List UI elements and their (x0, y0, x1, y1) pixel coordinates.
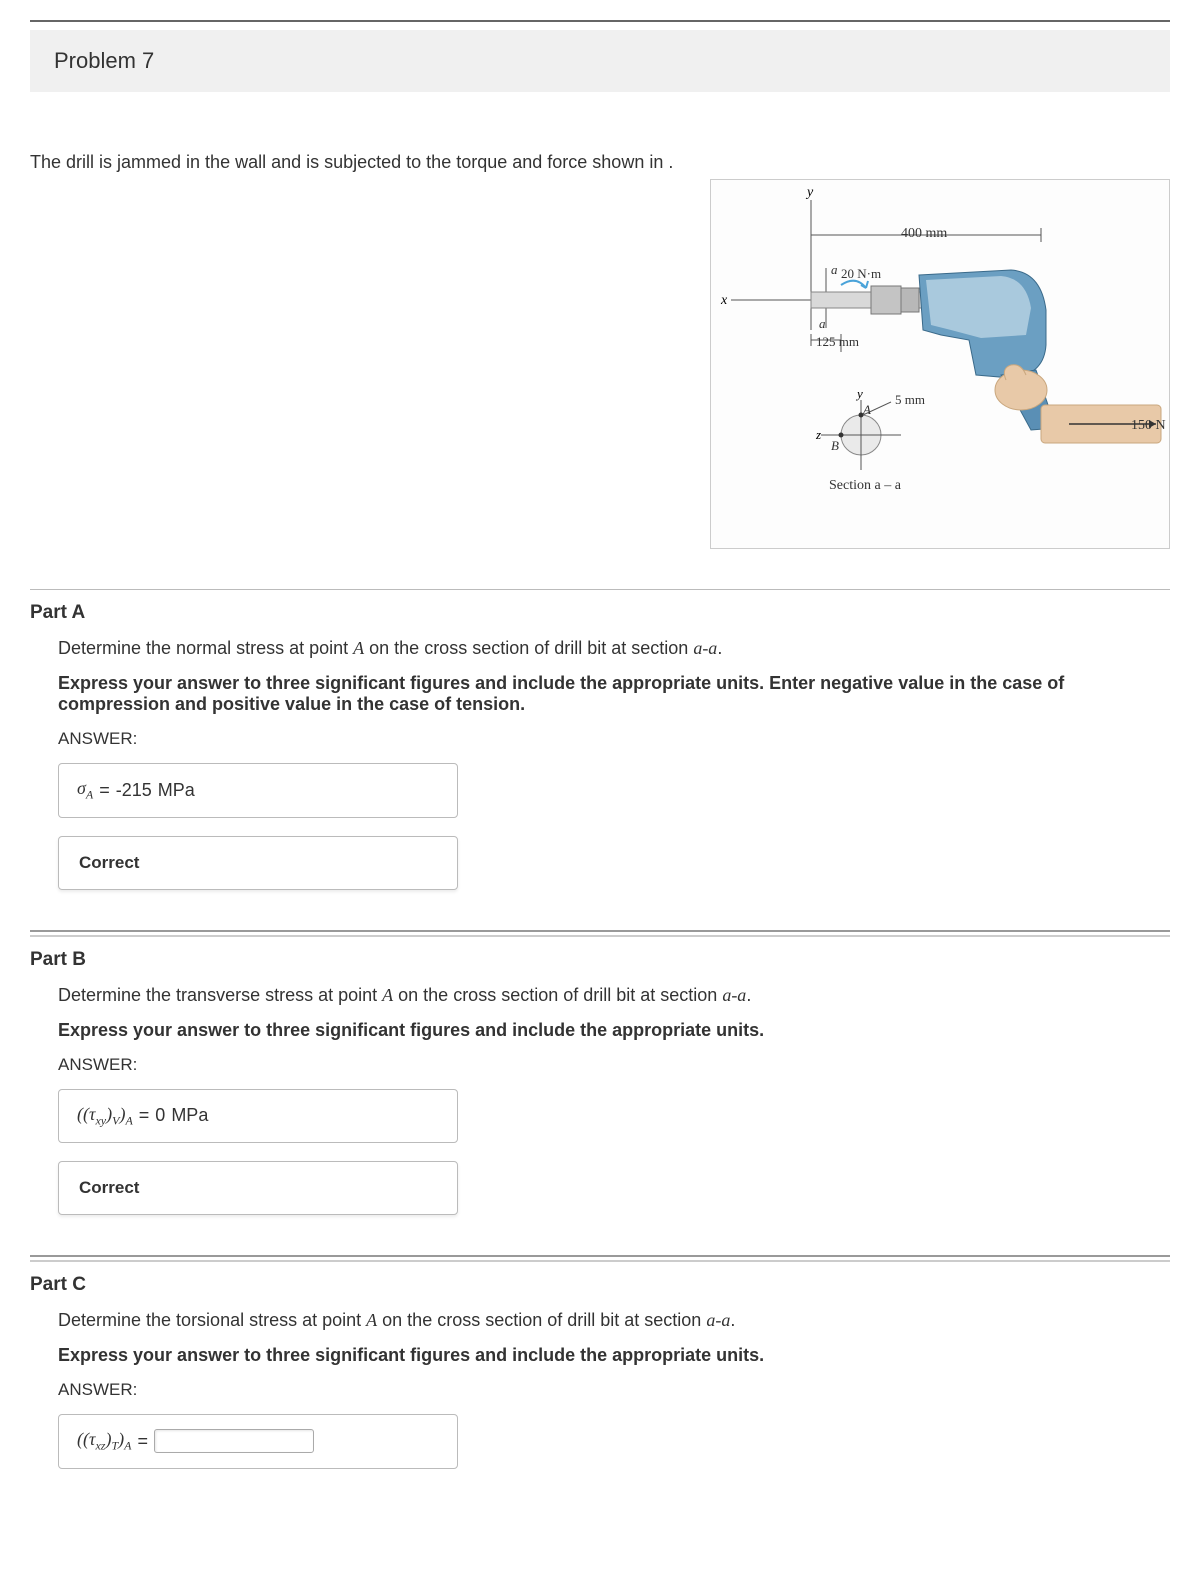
qc-mid: on the cross section of drill bit at sec… (377, 1310, 706, 1330)
ans-a-sigma: σ (77, 778, 86, 798)
a-top: a (831, 262, 838, 278)
intro-text: The drill is jammed in the wall and is s… (30, 152, 1170, 173)
ans-b-tausub: xy (95, 1113, 106, 1127)
ans-c-sym: ((τxz)T)A (77, 1429, 131, 1454)
dim-400: 400 mm (901, 226, 947, 242)
ans-a-val: -215 (116, 780, 152, 801)
part-a-question: Determine the normal stress at point A o… (58, 638, 1170, 659)
qb-var: A (382, 985, 393, 1005)
qa-post: . (717, 638, 722, 658)
ans-c-eq: = (137, 1431, 148, 1452)
ans-a-eq: = (99, 780, 110, 801)
qa-var: A (353, 638, 364, 658)
dim-125: 125 mm (816, 334, 859, 350)
part-b-answer-label: ANSWER: (58, 1055, 1170, 1075)
part-b-title: Part B (30, 949, 1170, 971)
part-a-body: Determine the normal stress at point A o… (30, 638, 1170, 890)
qb-pre: Determine the transverse stress at point (58, 985, 382, 1005)
problem-header: Problem 7 (30, 30, 1170, 92)
x-axis-label: x (720, 293, 728, 308)
part-c-answer-box: ((τxz)T)A = (58, 1414, 458, 1469)
ans-a-sym: σA (77, 778, 93, 803)
top-rule (30, 20, 1170, 22)
part-a-answer-label: ANSWER: (58, 729, 1170, 749)
qc-var: A (366, 1310, 377, 1330)
section-label: Section a – a (829, 478, 901, 494)
part-b-instruction: Express your answer to three significant… (58, 1020, 1170, 1041)
section-z-label: z (815, 427, 821, 442)
a-bot: a (819, 316, 826, 332)
section-y-label: y (855, 386, 863, 401)
ans-b-val: 0 (155, 1105, 165, 1126)
part-c-answer-input[interactable] (154, 1429, 314, 1453)
figure-area: y x (30, 179, 1170, 549)
rule-b2 (30, 935, 1170, 937)
qa-pre: Determine the normal stress at point (58, 638, 353, 658)
qb-mid: on the cross section of drill bit at sec… (393, 985, 722, 1005)
dim-5: 5 mm (895, 392, 925, 408)
part-c-title: Part C (30, 1274, 1170, 1296)
force-label: 150 N (1131, 418, 1166, 434)
part-a-instruction: Express your answer to three significant… (58, 673, 1170, 715)
point-B: B (831, 438, 839, 454)
qb-sec: a-a (722, 985, 746, 1005)
part-c-instruction: Express your answer to three significant… (58, 1345, 1170, 1366)
ans-b-eq: = (139, 1105, 150, 1126)
problem-title: Problem 7 (54, 48, 154, 73)
part-b-question: Determine the transverse stress at point… (58, 985, 1170, 1006)
qc-post: . (730, 1310, 735, 1330)
rule-a (30, 589, 1170, 590)
ans-b-asub: A (125, 1113, 132, 1127)
ans-b-unit: MPa (171, 1105, 208, 1126)
ans-b-sym: ((τxy)V)A (77, 1104, 133, 1129)
part-a-answer-box: σA = -215 MPa (58, 763, 458, 818)
qa-sec: a-a (693, 638, 717, 658)
rule-b1 (30, 930, 1170, 932)
part-a-title: Part A (30, 602, 1170, 624)
ans-c-tsub: T (111, 1439, 118, 1453)
qa-mid: on the cross section of drill bit at sec… (364, 638, 693, 658)
part-c-question: Determine the torsional stress at point … (58, 1310, 1170, 1331)
ans-a-sub: A (86, 788, 93, 802)
ans-c-tausub: xz (95, 1439, 105, 1453)
ans-a-unit: MPa (158, 780, 195, 801)
ans-b-vsub: V (112, 1113, 119, 1127)
qc-sec: a-a (706, 1310, 730, 1330)
part-b-body: Determine the transverse stress at point… (30, 985, 1170, 1216)
y-axis-label: y (805, 185, 814, 200)
point-A: A (863, 402, 871, 418)
part-c-answer-label: ANSWER: (58, 1380, 1170, 1400)
rule-c2 (30, 1260, 1170, 1262)
part-c-body: Determine the torsional stress at point … (30, 1310, 1170, 1469)
part-b-answer-box: ((τxy)V)A = 0 MPa (58, 1089, 458, 1144)
ans-c-asub: A (124, 1439, 131, 1453)
qb-post: . (746, 985, 751, 1005)
figure-box: y x (710, 179, 1170, 549)
torque-label: 20 N·m (841, 266, 881, 282)
rule-c1 (30, 1255, 1170, 1257)
qc-pre: Determine the torsional stress at point (58, 1310, 366, 1330)
part-b-feedback: Correct (58, 1161, 458, 1215)
part-a-feedback: Correct (58, 836, 458, 890)
